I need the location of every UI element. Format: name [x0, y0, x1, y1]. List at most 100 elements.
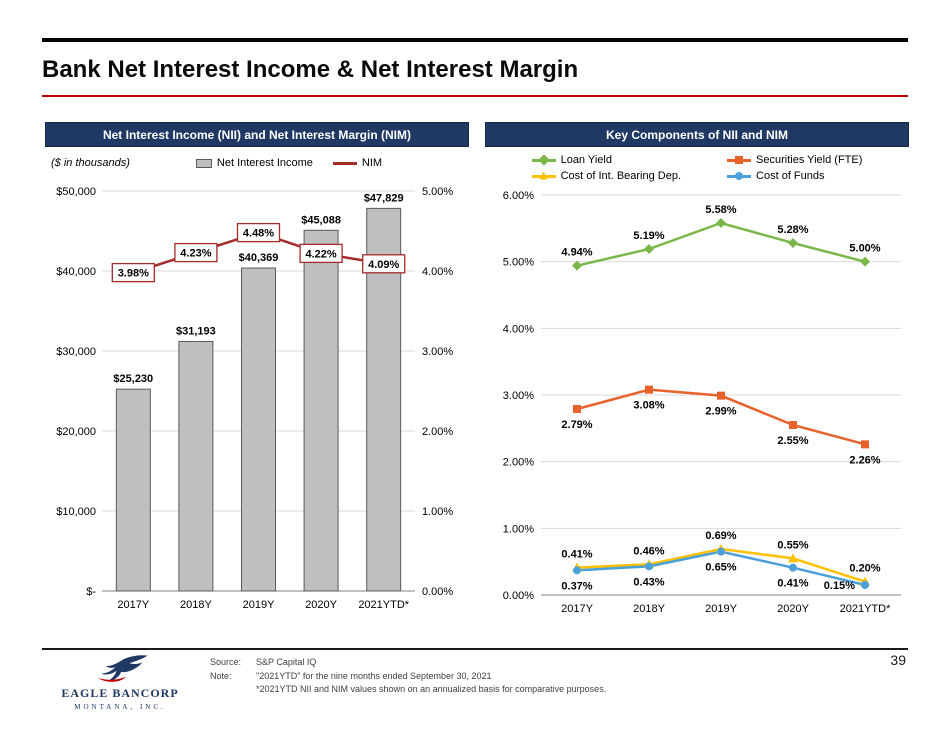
- svg-text:2020Y: 2020Y: [305, 599, 337, 609]
- nii-panel-header: Net Interest Income (NII) and Net Intere…: [45, 122, 469, 147]
- svg-text:2019Y: 2019Y: [705, 603, 737, 615]
- legend-label: NIM: [361, 157, 383, 169]
- logo-name: EAGLE BANCORP: [61, 686, 179, 700]
- components-panel-header: Key Components of NII and NIM: [485, 122, 909, 147]
- svg-text:0.46%: 0.46%: [633, 545, 664, 557]
- svg-text:3.98%: 3.98%: [118, 268, 149, 280]
- legend-item-cost-of-funds: Cost of Funds: [727, 169, 862, 182]
- line-swatch-icon: [531, 153, 556, 166]
- components-legend: Loan Yield Securities Yield (FTE) Cost o…: [485, 147, 909, 185]
- eagle-bancorp-logo: EAGLE BANCORP MONTANA, INC.: [56, 652, 184, 711]
- svg-text:3.00%: 3.00%: [422, 346, 453, 358]
- legend-label: Loan Yield: [560, 153, 612, 166]
- svg-text:$40,000: $40,000: [56, 266, 96, 278]
- svg-text:$20,000: $20,000: [56, 426, 96, 438]
- svg-text:4.22%: 4.22%: [305, 248, 336, 260]
- svg-text:4.94%: 4.94%: [561, 247, 592, 259]
- svg-text:$-: $-: [86, 586, 96, 598]
- nii-panel: Net Interest Income (NII) and Net Intere…: [45, 122, 469, 614]
- top-divider: [42, 38, 908, 42]
- svg-text:$47,829: $47,829: [364, 192, 404, 204]
- svg-text:0.41%: 0.41%: [777, 578, 808, 590]
- svg-text:4.48%: 4.48%: [243, 228, 274, 240]
- svg-text:0.15%: 0.15%: [824, 580, 855, 592]
- line-swatch-icon: [727, 171, 752, 181]
- svg-text:1.00%: 1.00%: [422, 506, 453, 518]
- legend-label: Securities Yield (FTE): [756, 153, 863, 166]
- svg-text:4.23%: 4.23%: [180, 248, 211, 260]
- svg-text:2017Y: 2017Y: [117, 599, 149, 609]
- page-title: Bank Net Interest Income & Net Interest …: [42, 56, 579, 83]
- svg-text:4.09%: 4.09%: [368, 259, 399, 271]
- svg-text:0.20%: 0.20%: [849, 563, 880, 575]
- svg-text:2.99%: 2.99%: [705, 406, 736, 418]
- svg-text:2.00%: 2.00%: [503, 457, 534, 469]
- eagle-icon: [97, 655, 148, 682]
- svg-text:2018Y: 2018Y: [180, 599, 212, 609]
- svg-text:4.00%: 4.00%: [422, 266, 453, 278]
- legend-item-loan-yield: Loan Yield: [531, 153, 681, 166]
- svg-text:5.19%: 5.19%: [633, 230, 664, 242]
- legend-item-nim: NIM: [332, 157, 383, 169]
- svg-text:2.55%: 2.55%: [777, 435, 808, 447]
- svg-text:2018Y: 2018Y: [633, 603, 665, 615]
- page-number: 39: [890, 652, 906, 668]
- svg-text:0.00%: 0.00%: [422, 586, 453, 598]
- svg-text:$50,000: $50,000: [56, 186, 96, 198]
- legend-item-net-interest-income: Net Interest Income: [195, 157, 313, 169]
- svg-text:2017Y: 2017Y: [561, 603, 593, 615]
- source-label: Source:: [210, 657, 242, 667]
- svg-text:5.00%: 5.00%: [503, 257, 534, 269]
- svg-text:0.55%: 0.55%: [777, 539, 808, 551]
- svg-text:2019Y: 2019Y: [243, 599, 275, 609]
- line-swatch-icon: [332, 158, 357, 168]
- svg-text:0.69%: 0.69%: [705, 530, 736, 542]
- svg-text:$40,369: $40,369: [239, 252, 279, 264]
- logo-subtitle: MONTANA, INC.: [74, 703, 166, 711]
- title-underline: [42, 95, 908, 97]
- svg-text:3.00%: 3.00%: [503, 390, 534, 402]
- svg-text:2020Y: 2020Y: [777, 603, 809, 615]
- source-text: S&P Capital IQ: [256, 657, 317, 667]
- nii-legend: ($ in thousands) Net Interest Income NIM: [45, 147, 469, 179]
- components-panel: Key Components of NII and NIM Loan Yield…: [485, 122, 909, 620]
- nii-bar-line-chart: $- 0.00% $10,000 1.00% $20,000 2.00% $30,000 3.…: [56, 186, 453, 611]
- line-swatch-icon: [727, 155, 752, 165]
- svg-text:0.41%: 0.41%: [561, 549, 592, 561]
- svg-text:0.43%: 0.43%: [633, 576, 664, 588]
- footer-divider: [42, 648, 908, 650]
- svg-text:2021YTD*: 2021YTD*: [840, 603, 891, 615]
- svg-text:5.28%: 5.28%: [777, 224, 808, 236]
- svg-text:5.00%: 5.00%: [422, 186, 453, 198]
- legend-label: Cost of Int. Bearing Dep.: [560, 169, 682, 182]
- svg-text:2.26%: 2.26%: [849, 454, 880, 466]
- line-swatch-icon: [531, 171, 556, 181]
- svg-text:6.00%: 6.00%: [503, 190, 534, 202]
- components-line-chart: 0.00% 1.00% 2.00% 3.00% 4.00% 5.00% 6.00% 2017Y…: [503, 190, 901, 615]
- svg-text:2.00%: 2.00%: [422, 426, 453, 438]
- legend-item-cost-int-bearing-dep: Cost of Int. Bearing Dep.: [531, 169, 682, 182]
- svg-text:0.65%: 0.65%: [705, 562, 736, 574]
- svg-text:$25,230: $25,230: [113, 373, 153, 385]
- svg-text:$31,193: $31,193: [176, 325, 216, 337]
- svg-text:4.00%: 4.00%: [503, 323, 534, 335]
- svg-text:$10,000: $10,000: [56, 506, 96, 518]
- svg-text:0.00%: 0.00%: [503, 590, 534, 602]
- svg-text:$45,088: $45,088: [301, 214, 341, 226]
- units-note: ($ in thousands): [51, 157, 130, 169]
- bar-swatch-icon: [195, 158, 212, 168]
- note-line-2: *2021YTD NII and NIM values shown on an …: [256, 684, 607, 694]
- svg-text:2021YTD*: 2021YTD*: [358, 599, 409, 609]
- svg-text:0.37%: 0.37%: [561, 580, 592, 592]
- svg-text:1.00%: 1.00%: [503, 523, 534, 535]
- svg-text:2.79%: 2.79%: [561, 419, 592, 431]
- svg-text:5.58%: 5.58%: [705, 204, 736, 216]
- note-line-1: "2021YTD" for the nine months ended Sept…: [256, 670, 492, 681]
- legend-item-securities-yield: Securities Yield (FTE): [727, 153, 862, 166]
- legend-label: Cost of Funds: [756, 169, 825, 182]
- svg-text:3.08%: 3.08%: [633, 400, 664, 412]
- svg-text:5.00%: 5.00%: [849, 243, 880, 255]
- legend-label: Net Interest Income: [216, 157, 313, 169]
- note-label: Note:: [210, 670, 232, 681]
